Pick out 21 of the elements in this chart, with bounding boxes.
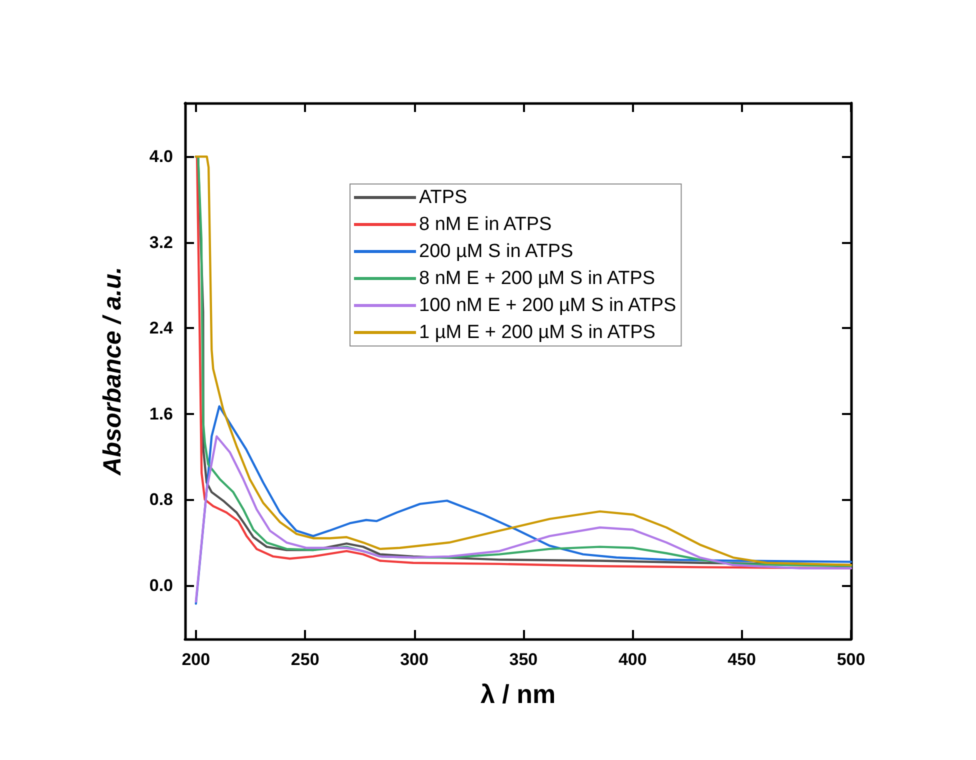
- x-tick-label: 200: [182, 650, 210, 669]
- y-tick-label: 2.4: [149, 318, 174, 338]
- legend-label: 200 µM S in ATPS: [419, 241, 574, 262]
- x-tick-label: 350: [509, 650, 538, 669]
- y-tick-label: 3.2: [149, 232, 173, 252]
- y-tick-label: 1.6: [149, 404, 173, 424]
- x-tick-label: 300: [400, 650, 428, 669]
- y-tick-label: 0.0: [149, 576, 173, 595]
- legend-label: 8 nM E + 200 µM S in ATPS: [419, 268, 656, 289]
- x-tick-label: 450: [728, 650, 756, 669]
- legend-label: 1 µM E + 200 µM S in ATPS: [419, 322, 656, 343]
- y-tick-label: 0.8: [149, 490, 173, 510]
- x-axis-title: λ / nm: [480, 679, 556, 709]
- x-tick-label: 250: [290, 650, 320, 669]
- y-axis-title: Absorbance / a.u.: [98, 266, 126, 476]
- legend-label: 100 nM E + 200 µM S in ATPS: [419, 295, 676, 316]
- x-tick-label: 400: [618, 650, 647, 669]
- y-tick-label: 4.0: [149, 147, 173, 166]
- legend-label: 8 nM E in ATPS: [419, 214, 552, 235]
- legend-label: ATPS: [419, 187, 468, 208]
- x-tick-label: 500: [836, 650, 866, 669]
